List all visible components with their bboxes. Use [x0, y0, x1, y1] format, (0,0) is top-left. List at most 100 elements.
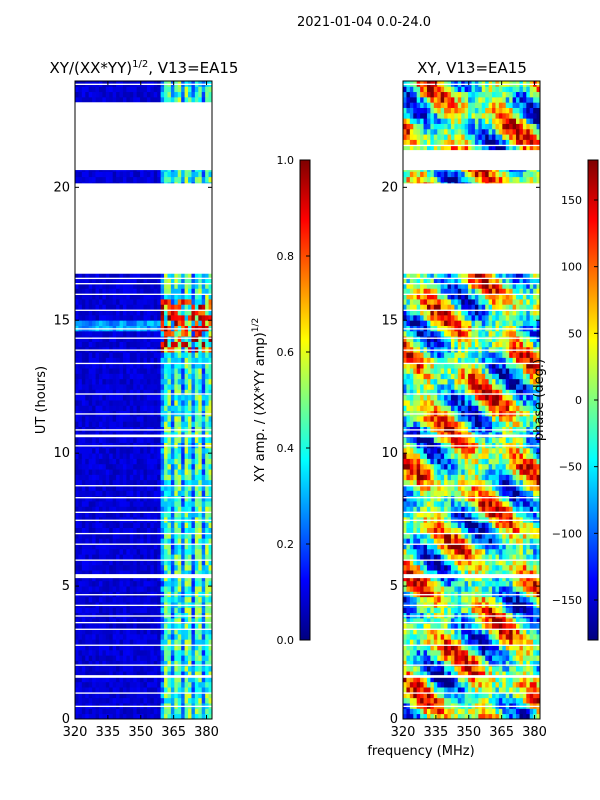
heatmap-cell: [167, 309, 172, 316]
heatmap-cell: [112, 453, 117, 459]
heatmap-cell: [198, 171, 203, 178]
heatmap-cell: [181, 665, 185, 672]
heatmap-cell: [516, 708, 520, 715]
heatmap-cell: [201, 463, 206, 470]
heatmap-cell: [160, 596, 165, 603]
heatmap-cell: [146, 479, 151, 486]
heatmap-cell: [92, 580, 96, 587]
heatmap-cell: [136, 655, 141, 661]
heatmap-cell: [129, 171, 134, 178]
heatmap-cell: [133, 564, 138, 571]
heatmap-cell: [150, 671, 155, 677]
heatmap-cell: [143, 532, 148, 539]
heatmap-cell: [208, 522, 212, 528]
heatmap-cell: [85, 437, 90, 443]
heatmap-cell: [160, 463, 165, 470]
heatmap-cell: [102, 639, 107, 645]
heatmap-cell: [205, 490, 209, 497]
heatmap-cell: [85, 400, 90, 406]
colorbar-tick-label: 0.4: [277, 442, 295, 455]
heatmap-cell: [88, 554, 93, 560]
heatmap-cell: [174, 538, 179, 544]
heatmap-cell: [116, 378, 120, 385]
heatmap-cell: [191, 490, 196, 497]
heatmap-cell: [194, 575, 199, 582]
heatmap-cell: [160, 437, 165, 443]
heatmap-cell: [129, 357, 134, 364]
heatmap-cell: [116, 304, 120, 311]
heatmap-cell: [201, 336, 206, 342]
flagged-gap: [75, 445, 212, 447]
heatmap-cell: [153, 522, 158, 528]
heatmap-cell: [119, 511, 124, 518]
heatmap-cell: [102, 527, 107, 534]
heatmap-cell: [112, 687, 117, 693]
heatmap-cell: [92, 671, 96, 677]
heatmap-cell: [188, 527, 192, 534]
heatmap-cell: [143, 394, 148, 401]
heatmap-cell: [140, 341, 144, 348]
heatmap-cell: [170, 171, 175, 178]
heatmap-cell: [85, 314, 90, 321]
heatmap-cell: [201, 314, 206, 321]
heatmap-cell: [164, 298, 168, 305]
heatmap-cell: [85, 96, 90, 103]
heatmap-cell: [184, 176, 189, 183]
heatmap-cell: [153, 681, 158, 688]
heatmap-cell: [136, 543, 141, 550]
heatmap-cell: [78, 708, 83, 715]
heatmap-cell: [133, 458, 138, 465]
heatmap-cell: [164, 469, 168, 475]
heatmap-cell: [81, 660, 86, 667]
heatmap-cell: [201, 628, 206, 635]
heatmap-cell: [119, 617, 124, 624]
heatmap-cell: [174, 548, 179, 555]
heatmap-cell: [157, 309, 162, 316]
heatmap-cell: [129, 575, 134, 582]
heatmap-cell: [194, 373, 199, 380]
heatmap-cell: [164, 692, 168, 699]
heatmap-cell: [102, 676, 107, 683]
heatmap-cell: [433, 708, 438, 715]
heatmap-cell: [191, 405, 196, 412]
flagged-gap: [75, 277, 212, 280]
heatmap-cell: [105, 554, 110, 560]
heatmap-cell: [98, 607, 103, 614]
heatmap-cell: [81, 447, 86, 454]
heatmap-cell: [112, 394, 117, 401]
heatmap-cell: [150, 586, 155, 592]
heatmap-cell: [81, 692, 86, 699]
heatmap-cell: [95, 352, 100, 358]
heatmap-cell: [105, 548, 110, 555]
heatmap-cell: [167, 697, 172, 704]
heatmap-cell: [133, 660, 138, 667]
heatmap-cell: [92, 681, 96, 688]
heatmap-cell: [177, 453, 182, 459]
heatmap-cell: [109, 501, 114, 507]
heatmap-cell: [88, 304, 93, 311]
heatmap-cell: [170, 570, 175, 576]
heatmap-cell: [205, 543, 209, 550]
heatmap-cell: [140, 288, 144, 295]
heatmap-cell: [78, 415, 83, 422]
heatmap-cell: [167, 378, 172, 385]
heatmap-cell: [174, 458, 179, 465]
heatmap-cell: [95, 384, 100, 390]
heatmap-cell: [194, 649, 199, 656]
heatmap-cell: [143, 501, 148, 507]
heatmap-cell: [129, 309, 134, 316]
heatmap-cell: [153, 692, 158, 699]
heatmap-cell: [81, 293, 86, 300]
heatmap-cell: [95, 283, 100, 289]
heatmap-cell: [164, 405, 168, 412]
heatmap-cell: [150, 522, 155, 528]
heatmap-cell: [136, 463, 141, 470]
heatmap-cell: [191, 522, 196, 528]
heatmap-cell: [122, 617, 127, 624]
heatmap-cell: [153, 527, 158, 534]
heatmap-cell: [177, 697, 182, 704]
heatmap-cell: [198, 538, 203, 544]
heatmap-cell: [191, 437, 196, 443]
heatmap-cell: [184, 336, 189, 342]
heatmap-cell: [143, 288, 148, 295]
